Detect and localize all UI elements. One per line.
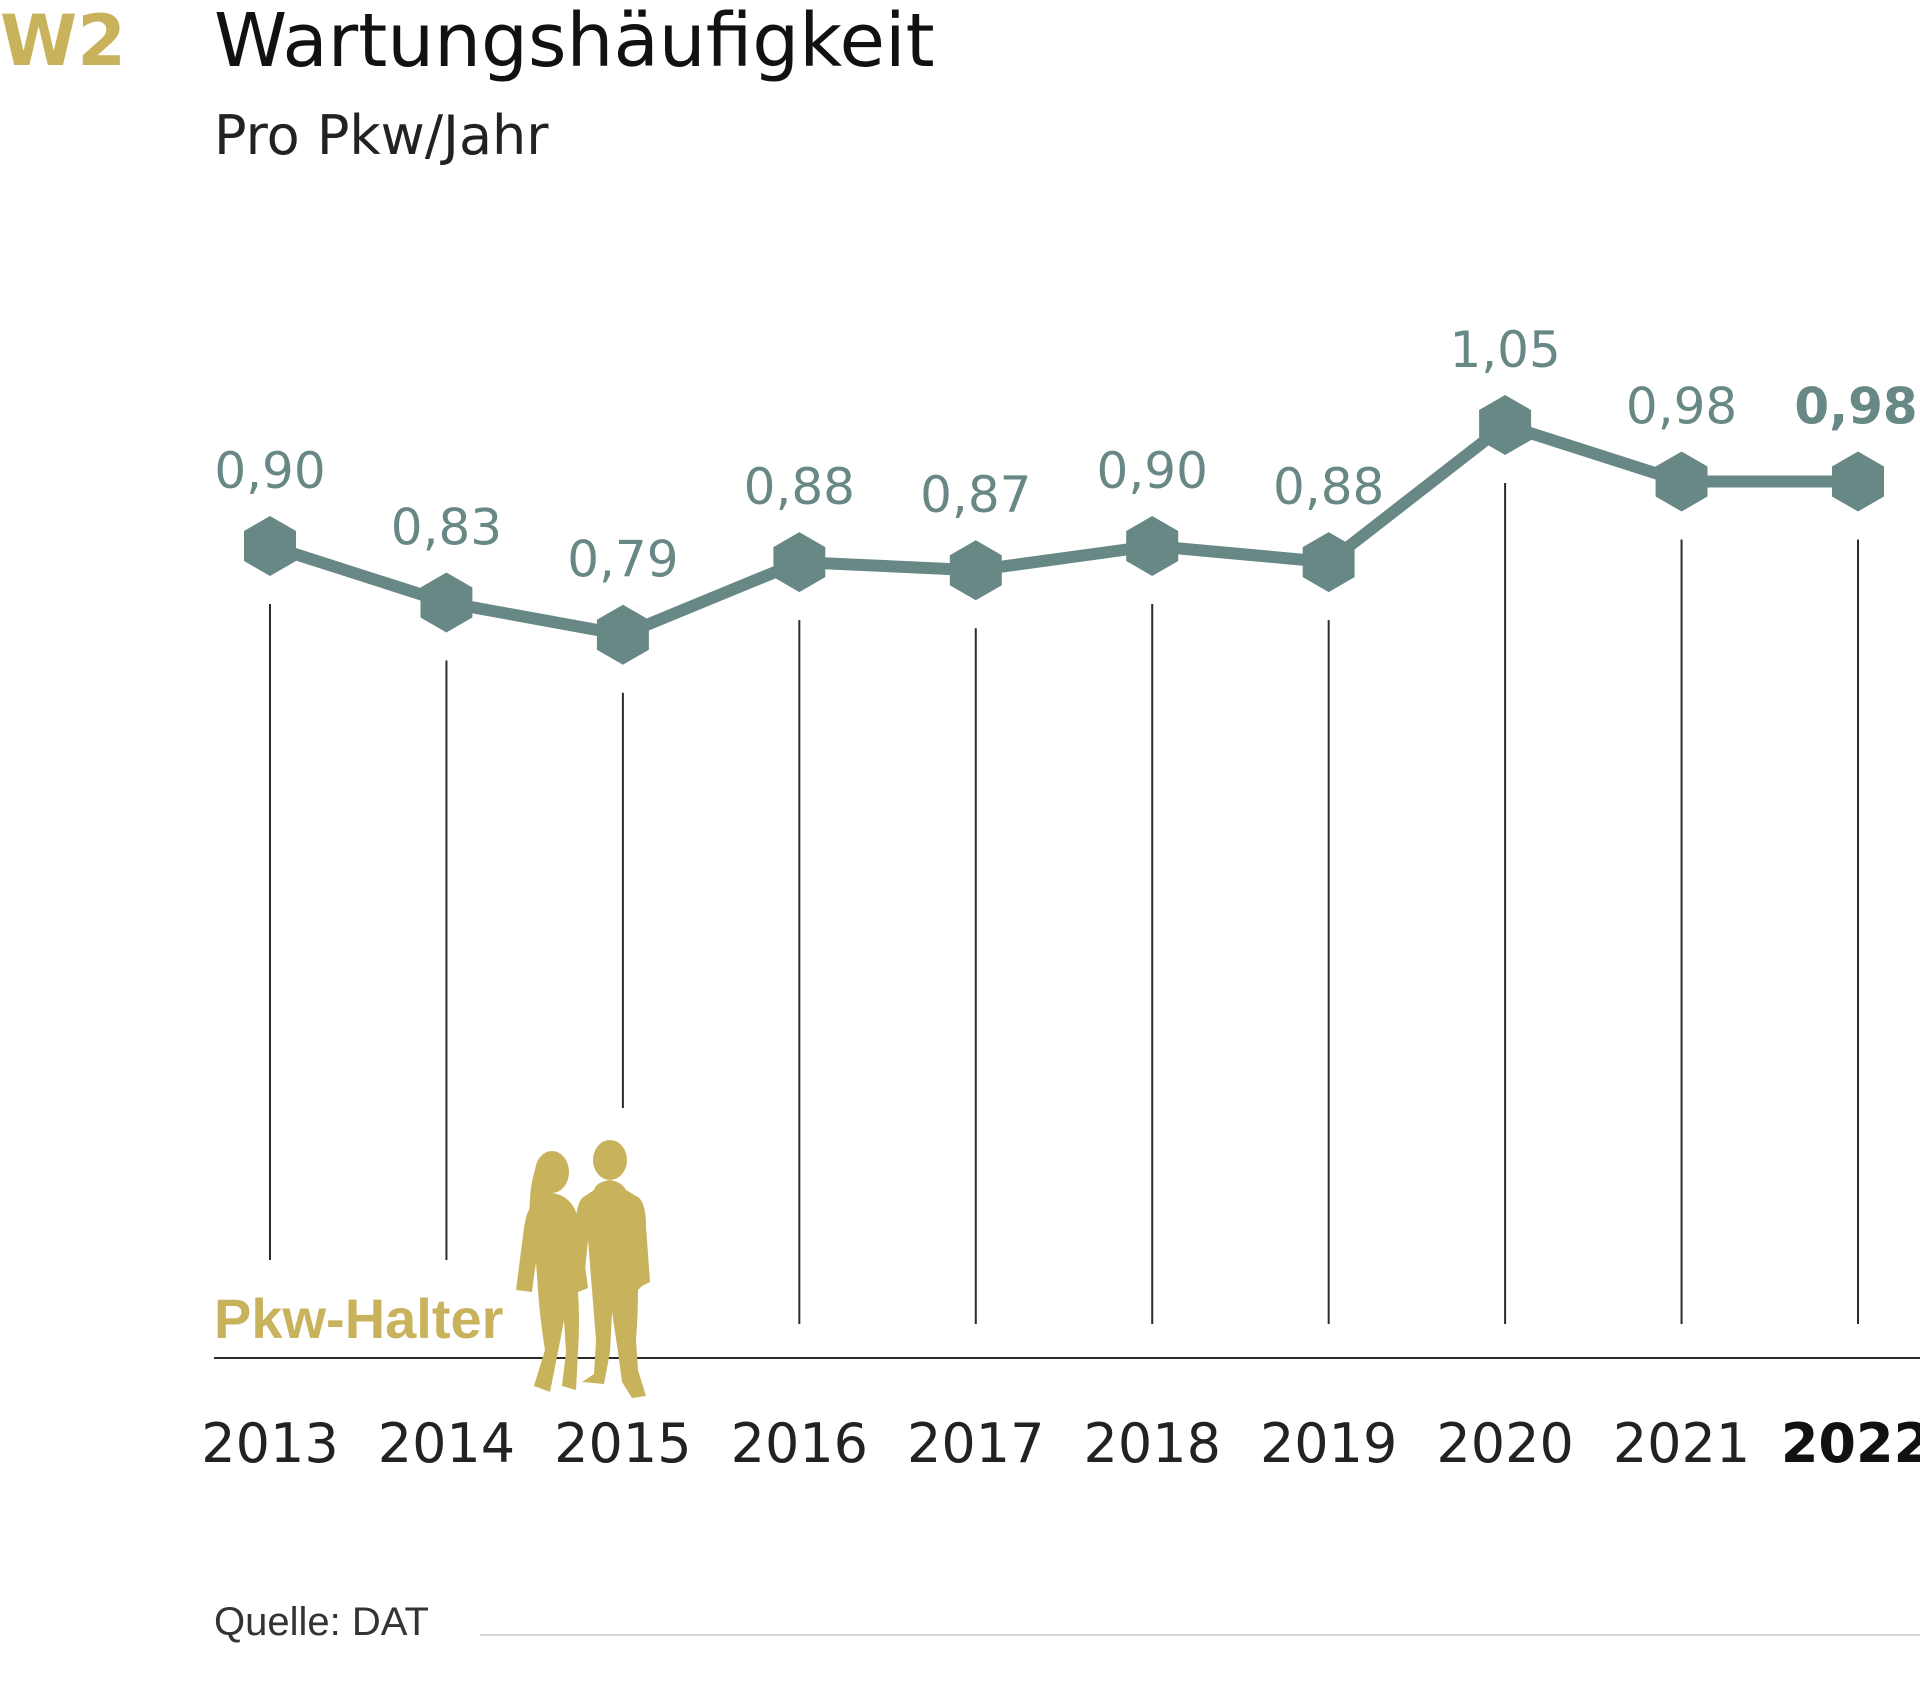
marker-2020 [1479, 395, 1532, 455]
data-label-2018: 0,90 [1097, 442, 1208, 500]
marker-2019 [1302, 532, 1355, 593]
data-label-2020: 1,05 [1449, 321, 1560, 379]
data-label-2013: 0,90 [214, 442, 325, 500]
source-rule [480, 1634, 1920, 1636]
marker-2013 [244, 516, 296, 576]
x-tick-2022: 2022 [1781, 1412, 1920, 1475]
marker-2022 [1832, 451, 1884, 512]
marker-2017 [949, 540, 1002, 601]
drop-lines [269, 483, 1859, 1324]
data-label-2014: 0,83 [391, 498, 502, 556]
x-tick-2020: 2020 [1436, 1412, 1573, 1475]
data-label-2019: 0,88 [1273, 458, 1384, 516]
data-labels: 0,90 0,83 0,79 0,88 0,87 0,90 0,88 1,05 0,98 0,98 [214, 321, 1917, 589]
marker-2018 [1126, 516, 1179, 576]
x-tick-2018: 2018 [1084, 1412, 1221, 1475]
marker-2021 [1655, 451, 1708, 512]
chart-code: W2 [0, 0, 126, 82]
x-tick-2014: 2014 [378, 1412, 515, 1475]
data-markers [244, 395, 1884, 665]
data-label-2015: 0,79 [567, 531, 678, 589]
marker-2016 [773, 532, 826, 593]
x-tick-2015: 2015 [554, 1412, 691, 1475]
x-tick-labels: 2013 2014 2015 2016 2017 2018 2019 2020 2021 2022 [201, 1412, 1920, 1475]
source-note: Quelle: DAT [214, 1600, 429, 1644]
x-tick-2021: 2021 [1613, 1412, 1750, 1475]
data-label-2017: 0,87 [920, 466, 1031, 524]
data-label-2016: 0,88 [744, 458, 855, 516]
marker-2014 [420, 572, 473, 633]
data-label-2022: 0,98 [1794, 377, 1917, 435]
x-tick-2016: 2016 [731, 1412, 868, 1475]
x-tick-2017: 2017 [907, 1412, 1044, 1475]
series-line [268, 419, 1858, 641]
chart-title: Wartungshäufigkeit [214, 0, 935, 84]
people-silhouette-icon [516, 1140, 650, 1398]
data-label-2021: 0,98 [1626, 377, 1737, 435]
x-tick-2019: 2019 [1260, 1412, 1397, 1475]
marker-2015 [596, 604, 649, 665]
chart-subtitle: Pro Pkw/Jahr [214, 104, 549, 167]
annotation-pkw-halter: Pkw-Halter [214, 1287, 503, 1350]
x-tick-2013: 2013 [201, 1412, 338, 1475]
